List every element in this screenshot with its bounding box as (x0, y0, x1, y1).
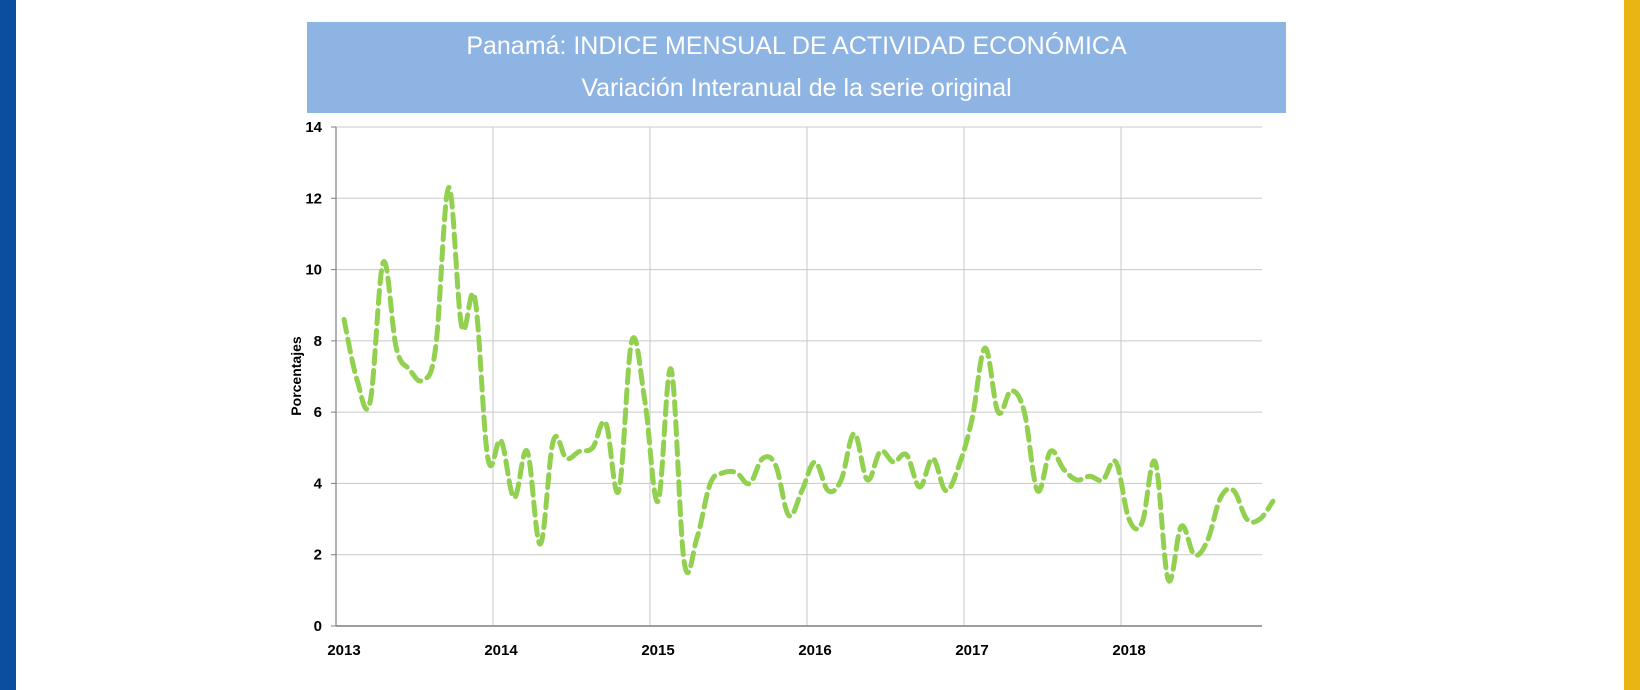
x-tick-labels: 2013 2014 2015 2016 2017 2018 (327, 642, 1145, 659)
x-tick-label: 2013 (327, 642, 360, 659)
left-accent-band (0, 0, 16, 690)
series (341, 185, 1276, 584)
x-tick-label: 2016 (798, 642, 831, 659)
y-tick-label: 14 (305, 119, 322, 136)
y-tick-labels: 0 2 4 6 8 10 12 14 (305, 119, 322, 635)
y-tick-label: 12 (305, 190, 322, 207)
y-tick-label: 6 (314, 404, 322, 421)
series-line (341, 185, 1276, 584)
x-tick-label: 2015 (641, 642, 674, 659)
axes (331, 126, 1262, 627)
x-tick-label: 2017 (955, 642, 988, 659)
y-tick-label: 10 (305, 262, 322, 279)
y-tick-label: 8 (314, 333, 322, 350)
y-tick-label: 4 (314, 475, 323, 492)
chart-subtitle: Variación Interanual de la serie origina… (581, 73, 1012, 102)
chart-title: Panamá: INDICE MENSUAL DE ACTIVIDAD ECON… (466, 31, 1127, 60)
right-accent-band (1624, 0, 1640, 690)
y-tick-label: 0 (314, 618, 322, 635)
y-tick-label: 2 (314, 547, 322, 564)
y-axis-label: Porcentajes (288, 336, 304, 416)
x-tick-label: 2018 (1112, 642, 1145, 659)
chart-header: Panamá: INDICE MENSUAL DE ACTIVIDAD ECON… (307, 22, 1286, 113)
x-tick-label: 2014 (484, 642, 518, 659)
grid (336, 126, 1262, 626)
